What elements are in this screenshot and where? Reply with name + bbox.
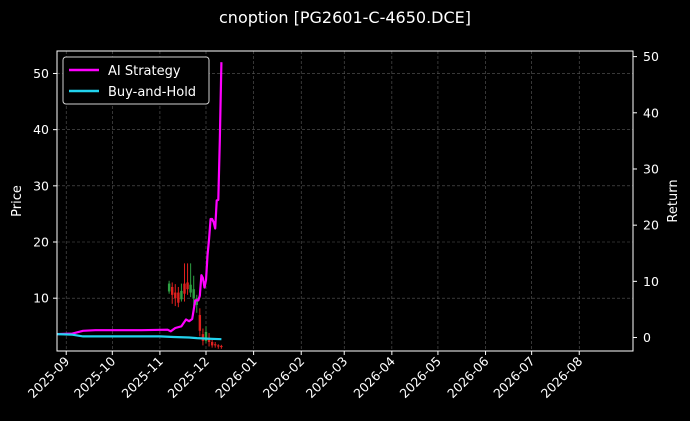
x-tick-label: 2026-07 [490,354,538,402]
y2-tick-label: 30 [643,161,659,176]
y2-tick-label: 0 [643,330,651,345]
chart-title: cnoption [PG2601-C-4650.DCE] [219,8,471,27]
x-tick-label: 2026-05 [397,354,445,402]
y2-tick-label: 50 [643,49,659,64]
candle-body [195,298,198,305]
y-tick-label: 20 [33,235,49,250]
candle-body [174,292,177,299]
x-tick-label: 2026-03 [303,354,351,402]
x-tick-label: 2026-08 [538,353,586,401]
plot-frame [56,50,634,352]
legend-label-ai-strategy: AI Strategy [108,64,181,79]
x-tick-label: 2025-11 [118,354,166,402]
candle-body [186,282,189,290]
candle-body [210,342,214,346]
y-tick-label: 50 [33,66,49,81]
series-line-ai-strategy [56,62,223,336]
series-line-buy-and-hold [56,333,222,341]
candle-body [214,344,217,346]
candle-body [204,331,208,341]
grid [57,51,633,351]
y2-tick-label: 10 [643,274,659,289]
x-tick-label: 2025-09 [25,353,73,401]
x-tick-label: 2026-04 [350,353,398,401]
series-lines [56,62,223,341]
candlesticks [167,263,223,349]
y-axis-label: Price [10,185,25,217]
y2-axis-label: Return [666,179,681,222]
x-tick-label: 2025-12 [165,354,213,402]
legend: AI Strategy Buy-and-Hold [62,56,210,105]
x-tick-label: 2026-06 [444,353,492,401]
legend-label-buy-and-hold: Buy-and-Hold [108,85,196,100]
candle-body [189,284,192,293]
x-tick-label: 2026-02 [260,354,308,402]
candle-body [180,290,183,300]
y2-tick-label: 40 [643,105,659,120]
candle-body [183,283,186,294]
candle-body [177,292,180,303]
candle-body [220,345,223,348]
candle-body [171,286,174,295]
candle-body [217,345,220,347]
x-tick-label: 2025-10 [71,353,119,401]
candle-body [192,289,195,299]
x-tick-label: 2026-01 [212,354,260,402]
y-tick-label: 40 [33,122,49,137]
candle-body [198,315,202,331]
legend-frame [62,56,210,105]
y-tick-label: 30 [33,178,49,193]
candle-body [167,283,171,292]
y-tick-label: 10 [33,291,49,306]
y2-tick-label: 20 [643,218,659,233]
